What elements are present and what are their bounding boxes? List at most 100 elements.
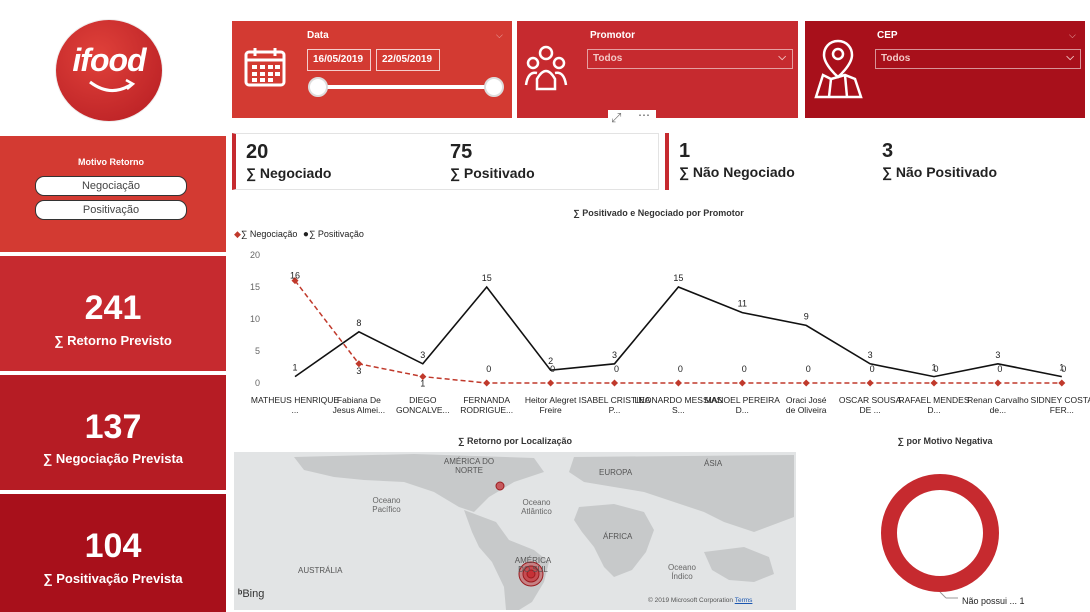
kpi-value: 1 — [679, 140, 691, 162]
chevron-down-icon[interactable]: ⌵ — [1069, 30, 1076, 40]
x-tick-label: DE ... — [859, 405, 880, 415]
card-label: ∑ Positivação Prevista — [43, 571, 183, 586]
kpi-box-right: 1 ∑ Não Negociado 3 ∑ Não Positivado — [665, 133, 1085, 190]
logo-text: ifood — [72, 42, 146, 78]
date-range-start-handle[interactable] — [308, 77, 328, 97]
motivo-option-negociacao[interactable]: Negociação — [35, 176, 187, 196]
date-end-input[interactable]: 22/05/2019 — [376, 49, 440, 71]
y-tick-label: 20 — [250, 250, 260, 260]
map[interactable]: AMÉRICA DO NORTE EUROPA ÁSIA Oceano Pací… — [234, 452, 796, 610]
x-tick-label: Renan Carvalho — [967, 395, 1029, 405]
map-title: ∑ Retorno por Localização — [458, 436, 572, 446]
logo: ifood — [56, 20, 162, 121]
data-label-positivacao: 3 — [612, 350, 617, 360]
kpi-label: ∑ Negociado — [246, 165, 332, 181]
map-label: AUSTRÁLIA — [298, 566, 343, 575]
date-slicer-title: Data — [307, 30, 329, 41]
point-negociacao — [738, 379, 746, 387]
x-tick-label: P... — [609, 405, 621, 415]
point-negociacao — [547, 379, 555, 387]
donut-slice[interactable] — [881, 474, 999, 592]
x-tick-label: Freire — [539, 405, 561, 415]
data-label-positivacao: 1 — [1059, 363, 1064, 373]
data-label-negociacao: 0 — [550, 364, 555, 374]
x-tick-label: MATHEUS HENRIQUE — [251, 395, 339, 405]
y-tick-label: 0 — [255, 378, 260, 388]
point-negociacao — [930, 379, 938, 387]
data-label-negociacao: 16 — [290, 271, 300, 281]
map-bubble[interactable] — [495, 481, 505, 491]
date-start-input[interactable]: 16/05/2019 — [307, 49, 371, 71]
x-tick-label: MANOEL PEREIRA — [705, 395, 781, 405]
data-label-negociacao: 0 — [1061, 364, 1066, 374]
bing-logo: ᵇBing — [238, 588, 265, 600]
legend-dot-icon: ● — [302, 229, 309, 240]
x-tick-label: ISABEL CRISTINA — [579, 395, 651, 405]
promotor-slicer-title: Promotor — [590, 30, 635, 41]
card-label: ∑ Retorno Previsto — [54, 333, 172, 348]
data-label-positivacao: 9 — [804, 311, 809, 321]
kpi-box-left: 20 ∑ Negociado 75 ∑ Positivado — [232, 133, 659, 190]
data-label-negociacao: 0 — [614, 364, 619, 374]
map-label: Oceano Atlântico — [521, 498, 552, 516]
promotor-slicer[interactable]: Promotor Todos ⌵ — [517, 21, 798, 118]
x-tick-label: FER... — [1050, 405, 1074, 415]
x-tick-label: DIEGO — [409, 395, 437, 405]
data-label-positivacao: 1 — [292, 363, 297, 373]
date-slicer[interactable]: Data ⌵ 16/05/2019 22/05/2019 — [232, 21, 512, 118]
data-label-positivacao: 2 — [548, 356, 553, 366]
map-label: ÁFRICA — [603, 532, 633, 541]
x-tick-label: RAFAEL MENDES — [898, 395, 969, 405]
map-label: Oceano Pacífico — [372, 496, 401, 514]
x-tick-label: S... — [672, 405, 685, 415]
promotor-dropdown[interactable]: Todos ⌵ — [587, 49, 793, 69]
cep-slicer-title: CEP — [877, 30, 898, 41]
card-label: ∑ Negociação Prevista — [42, 451, 184, 466]
map-continents — [294, 454, 794, 610]
motivo-option-positivacao[interactable]: Positivação — [35, 200, 187, 220]
card-negociacao-prevista: 137 ∑ Negociação Prevista — [0, 375, 226, 490]
x-tick-label: RODRIGUE... — [460, 405, 513, 415]
series-line-positivacao — [294, 285, 1062, 378]
point-negociacao — [291, 277, 299, 285]
kpi-value: 3 — [882, 140, 894, 162]
focus-mode-icon[interactable]: ⤢ — [611, 110, 622, 125]
date-range-track — [318, 85, 498, 89]
more-options-icon[interactable]: ⋯ — [638, 108, 650, 122]
terms-link[interactable]: Terms — [734, 597, 753, 604]
card-retorno-previsto: 241 ∑ Retorno Previsto — [0, 256, 226, 371]
data-label-negociacao: 0 — [997, 364, 1002, 374]
card-value: 104 — [84, 527, 142, 565]
promotor-dropdown-value: Todos — [593, 53, 623, 64]
point-negociacao — [994, 379, 1002, 387]
x-tick-label: FERNANDA — [463, 395, 510, 405]
data-label-positivacao: 3 — [995, 350, 1000, 360]
data-label-negociacao: 0 — [486, 364, 491, 374]
legend-diamond-icon: ◆ — [234, 229, 241, 239]
cep-slicer[interactable]: CEP ⌵ Todos ⌵ — [805, 21, 1085, 118]
map-label: AMÉRICA DO SUL — [514, 556, 552, 574]
chevron-down-icon: ⌵ — [778, 52, 786, 63]
x-tick-label: Oraci José — [786, 395, 827, 405]
x-tick-label: D... — [927, 405, 940, 415]
motivo-retorno-title: Motivo Retorno — [78, 157, 144, 167]
x-tick-label: Jesus Almei... — [333, 405, 385, 415]
kpi-value: 20 — [246, 141, 269, 163]
point-negociacao — [483, 379, 491, 387]
motivo-retorno-slicer: Motivo Retorno Negociação Positivação — [0, 136, 226, 252]
chevron-down-icon[interactable]: ⌵ — [496, 30, 503, 40]
data-label-positivacao: 3 — [420, 350, 425, 360]
x-tick-label: SIDNEY COSTA — [1031, 395, 1090, 405]
date-range-end-handle[interactable] — [484, 77, 504, 97]
visual-header: ⤢ ⋯ — [608, 108, 656, 128]
legend-label-negociacao: ∑ Negociação — [240, 229, 298, 239]
chevron-down-icon: ⌵ — [1066, 52, 1074, 63]
data-label-negociacao: 0 — [870, 364, 875, 374]
data-label-negociacao: 3 — [356, 366, 361, 376]
chart-legend: ◆∑ Negociação ●∑ Positivação — [234, 229, 364, 240]
card-value: 241 — [84, 289, 142, 327]
people-icon — [524, 45, 568, 91]
cep-dropdown[interactable]: Todos ⌵ — [875, 49, 1081, 69]
y-tick-label: 10 — [250, 314, 260, 324]
